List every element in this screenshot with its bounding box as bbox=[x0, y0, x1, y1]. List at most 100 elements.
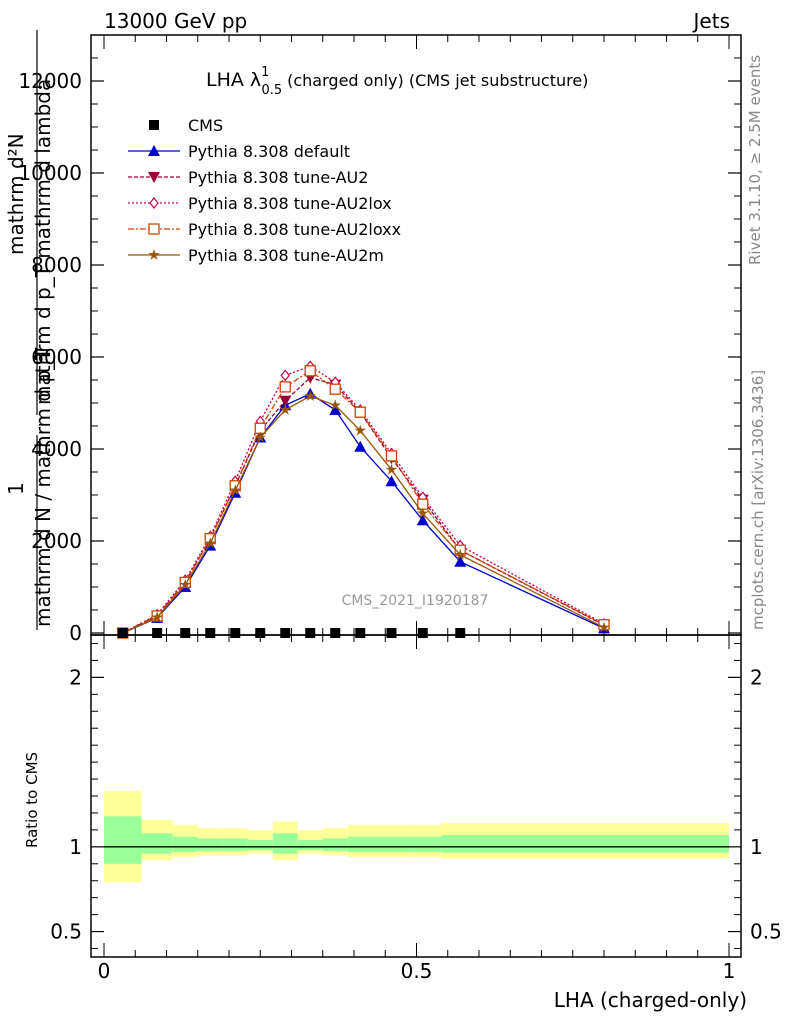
x-axis-label: LHA (charged-only) bbox=[554, 988, 747, 1012]
ratio-band-inner bbox=[197, 838, 223, 852]
ratio-band-inner bbox=[479, 834, 729, 853]
ratio-band-inner bbox=[272, 833, 298, 854]
data-point bbox=[385, 450, 398, 462]
data-point bbox=[280, 628, 291, 638]
ratio-band-inner bbox=[322, 838, 348, 852]
data-point bbox=[330, 628, 341, 638]
legend-entry: CMS bbox=[149, 116, 223, 135]
data-point bbox=[205, 628, 216, 638]
legend-label: Pythia 8.308 tune-AU2m bbox=[188, 246, 384, 265]
data-point bbox=[355, 628, 366, 638]
series-line bbox=[122, 365, 605, 634]
legend-label: Pythia 8.308 tune-AU2loxx bbox=[188, 220, 401, 239]
data-point bbox=[416, 514, 429, 526]
data-point bbox=[255, 628, 266, 638]
main-ytick-label: 10000 bbox=[18, 161, 82, 185]
title-superscript: 1 bbox=[261, 65, 269, 80]
legend-marker bbox=[148, 249, 160, 260]
data-point bbox=[417, 628, 428, 638]
data-point bbox=[229, 484, 241, 496]
main-ytick-label: 0 bbox=[69, 621, 82, 645]
legend-marker bbox=[148, 223, 160, 235]
header-energy-label: 13000 GeV pp bbox=[104, 9, 247, 33]
x-tick-label: 0 bbox=[98, 959, 111, 983]
ylabel-prefix: 1 bbox=[4, 482, 28, 495]
data-point bbox=[304, 390, 316, 401]
data-point bbox=[385, 463, 398, 475]
main-ylabel: mathrm d²N mathrm d p_T mathrm d lambda … bbox=[4, 30, 55, 630]
x-tick-label: 1 bbox=[723, 959, 736, 983]
data-point bbox=[279, 403, 291, 415]
main-ytick-label: 12000 bbox=[18, 69, 82, 93]
data-point bbox=[254, 431, 266, 443]
legend: CMS Pythia 8.308 default Pythia 8.308 tune… bbox=[128, 116, 401, 265]
title-subscript: 0.5 bbox=[261, 83, 282, 98]
data-point bbox=[455, 628, 466, 638]
ratio-ytick-label: 1 bbox=[69, 835, 82, 859]
data-point bbox=[329, 403, 342, 415]
ratio-ytick-label-right: 0.5 bbox=[750, 920, 782, 944]
data-point bbox=[204, 537, 216, 549]
legend-label: Pythia 8.308 default bbox=[188, 142, 350, 161]
data-point bbox=[180, 628, 191, 638]
data-point bbox=[354, 406, 366, 418]
data-point bbox=[417, 507, 429, 519]
main-series-layer bbox=[116, 360, 610, 639]
legend-entry: Pythia 8.308 tune-AU2lox bbox=[128, 194, 392, 213]
data-point bbox=[151, 611, 163, 623]
main-title: LHA λ1 0.5 (charged only) (CMS jet substru… bbox=[206, 65, 588, 98]
data-point bbox=[386, 628, 397, 638]
data-point bbox=[454, 548, 466, 560]
legend-marker bbox=[148, 145, 160, 156]
ratio-ticks: 0.5 0.5 1 1 2 2 0 0.5 1 bbox=[50, 635, 782, 983]
ratio-band-inner bbox=[172, 836, 198, 852]
ratio-ytick-label-right: 1 bbox=[750, 835, 763, 859]
legend-entry: Pythia 8.308 tune-AU2 bbox=[128, 168, 368, 187]
ratio-band-inner bbox=[410, 836, 442, 852]
legend-label: Pythia 8.308 tune-AU2 bbox=[188, 168, 368, 187]
ratio-ytick-label: 0.5 bbox=[50, 920, 82, 944]
data-point bbox=[354, 424, 366, 436]
data-point bbox=[385, 475, 398, 487]
main-ytick-label: 4000 bbox=[31, 437, 82, 461]
legend-marker bbox=[149, 120, 159, 130]
ratio-band-inner bbox=[141, 833, 173, 854]
series-line bbox=[122, 370, 605, 634]
ratio-band-inner bbox=[247, 840, 273, 851]
ratio-frame bbox=[90, 634, 742, 958]
data-point bbox=[329, 399, 341, 411]
x-tick-label: 0.5 bbox=[401, 959, 433, 983]
data-point bbox=[305, 628, 316, 638]
ratio-band-inner bbox=[297, 840, 323, 851]
data-point bbox=[354, 440, 367, 452]
ratio-band-inner bbox=[379, 836, 411, 852]
legend-entry: Pythia 8.308 tune-AU2m bbox=[128, 246, 384, 265]
data-point bbox=[179, 578, 191, 590]
ratio-band-inner bbox=[104, 816, 142, 864]
analysis-watermark: CMS_2021_I1920187 bbox=[342, 593, 489, 609]
title-main: LHA λ bbox=[206, 69, 261, 91]
rivet-version-label: Rivet 3.1.10, ≥ 2.5M events bbox=[746, 55, 764, 265]
main-ytick-label: 8000 bbox=[31, 253, 82, 277]
main-ticks: 0 2000 4000 6000 8000 10000 12000 bbox=[18, 34, 741, 645]
ratio-band-inner bbox=[441, 834, 479, 853]
mcplots-label: mcplots.cern.ch [arXiv:1306.3436] bbox=[749, 370, 767, 630]
main-ytick-label: 2000 bbox=[31, 529, 82, 553]
header-jets-label: Jets bbox=[692, 9, 730, 33]
data-point bbox=[598, 621, 610, 633]
data-point bbox=[152, 628, 163, 638]
title-suffix: (charged only) (CMS jet substructure) bbox=[287, 71, 588, 90]
data-point bbox=[280, 369, 291, 382]
ratio-ytick-label-right: 2 bbox=[750, 665, 763, 689]
ylabel-numerator: mathrm d²N bbox=[4, 133, 28, 255]
main-ytick-label: 6000 bbox=[31, 345, 82, 369]
ylabel-prefix-denominator: mathrm d N / mathrm d p_T bbox=[31, 347, 55, 627]
ylabel-denominator: mathrm d p_T mathrm d lambda bbox=[31, 79, 55, 405]
legend-entry: Pythia 8.308 default bbox=[128, 142, 350, 161]
ratio-ytick-label: 2 bbox=[69, 665, 82, 689]
legend-entry: Pythia 8.308 tune-AU2loxx bbox=[128, 220, 401, 239]
legend-label: CMS bbox=[188, 116, 223, 135]
data-point bbox=[454, 555, 467, 567]
data-point bbox=[329, 383, 341, 395]
data-point bbox=[304, 365, 316, 377]
